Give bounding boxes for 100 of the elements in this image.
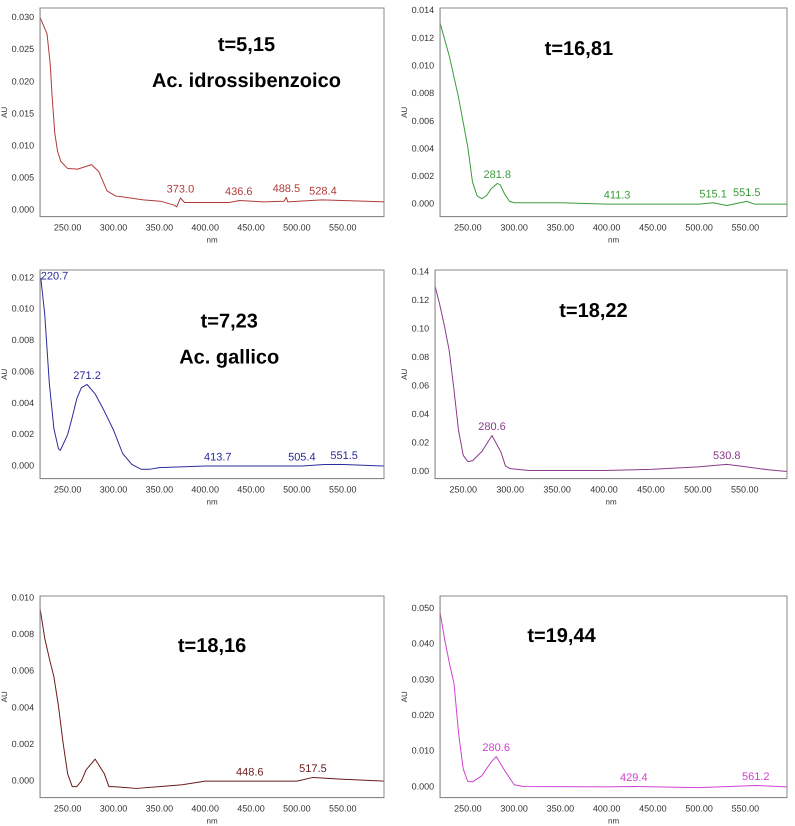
annotation: 429.4 [620, 772, 648, 784]
y-tick-label: 0.006 [12, 366, 34, 376]
x-tick-label: 450.00 [639, 222, 667, 232]
x-tick-label: 350.00 [546, 222, 574, 232]
y-tick-label: 0.14 [412, 266, 430, 277]
x-tick-label: 250.00 [454, 803, 482, 814]
x-tick-label: 350.00 [146, 222, 174, 232]
annotation: 528.4 [309, 185, 337, 198]
y-tick-label: 0.004 [12, 702, 34, 712]
annotation: 220.7 [40, 270, 68, 283]
y-tick-label: 0.00 [412, 466, 430, 476]
x-tick-label: 400.00 [592, 803, 620, 814]
x-tick-label: 550.00 [732, 222, 760, 232]
x-tick-label: 550.00 [731, 484, 759, 494]
annotation: 411.3 [604, 190, 630, 202]
y-axis-title: AU [0, 368, 10, 380]
y-axis-title: AU [400, 691, 410, 702]
x-tick-label: 350.00 [546, 803, 574, 814]
x-tick-label: 500.00 [283, 222, 311, 232]
annotation: 551.5 [732, 186, 761, 199]
y-tick-label: 0.000 [12, 776, 34, 786]
y-axis-title: AU [0, 691, 10, 702]
x-tick-label: 500.00 [283, 803, 311, 814]
y-tick-label: 0.020 [12, 76, 34, 86]
x-tick-label: 300.00 [500, 803, 528, 814]
y-tick-label: 0.004 [12, 398, 34, 408]
x-tick-label: 500.00 [685, 222, 713, 232]
annotation: 517.5 [299, 762, 327, 775]
x-tick-label: 350.00 [146, 803, 174, 814]
annotation: t=18,22 [559, 300, 628, 322]
x-tick-label: 300.00 [100, 222, 128, 232]
y-tick-label: 0.010 [12, 304, 34, 314]
x-tick-label: 500.00 [685, 803, 713, 814]
x-tick-label: 450.00 [237, 222, 265, 232]
y-tick-label: 0.06 [412, 380, 430, 391]
y-tick-label: 0.030 [12, 12, 34, 22]
annotation: 281.8 [484, 168, 512, 181]
x-tick-label: 250.00 [454, 222, 482, 232]
y-tick-label: 0.025 [12, 44, 34, 54]
x-tick-label: 450.00 [237, 484, 265, 494]
x-axis-title: nm [206, 816, 218, 826]
x-tick-label: 450.00 [637, 484, 665, 494]
x-tick-label: 400.00 [191, 222, 219, 232]
x-tick-label: 300.00 [100, 803, 128, 814]
x-tick-label: 300.00 [100, 484, 128, 494]
x-tick-label: 250.00 [54, 803, 82, 814]
y-tick-label: 0.012 [412, 32, 434, 43]
annotation: 280.6 [478, 420, 506, 433]
annotation: 505.4 [288, 452, 316, 464]
x-tick-label: 400.00 [191, 484, 219, 494]
annotation: t=19,44 [527, 624, 597, 647]
x-tick-label: 250.00 [450, 484, 478, 494]
y-tick-label: 0.000 [412, 198, 434, 209]
annotation: 436.6 [224, 186, 253, 198]
annotation: 530.8 [712, 450, 741, 462]
y-tick-label: 0.014 [412, 5, 434, 16]
y-tick-label: 0.010 [412, 746, 434, 756]
y-tick-label: 0.012 [12, 272, 34, 282]
y-tick-label: 0.006 [12, 666, 34, 676]
x-tick-label: 400.00 [592, 222, 620, 232]
y-axis-title: AU [400, 368, 410, 380]
annotation: Ac. gallico [179, 346, 280, 369]
x-tick-label: 350.00 [543, 484, 571, 494]
x-axis-title: nm [605, 497, 617, 506]
x-tick-label: 550.00 [328, 484, 356, 494]
annotation: 515.1 [699, 188, 727, 200]
y-tick-label: 0.005 [12, 172, 34, 183]
annotation: 413.7 [204, 452, 232, 464]
x-axis-title: nm [608, 816, 620, 826]
y-tick-label: 0.010 [12, 592, 34, 602]
x-tick-label: 550.00 [328, 803, 356, 814]
y-tick-label: 0.02 [412, 437, 430, 448]
y-tick-label: 0.010 [412, 60, 434, 71]
y-tick-label: 0.008 [12, 335, 34, 346]
y-axis-title: AU [400, 106, 410, 118]
y-axis-title: AU [0, 106, 10, 118]
y-tick-label: 0.008 [12, 628, 34, 639]
x-tick-label: 300.00 [496, 484, 524, 494]
y-tick-label: 0.000 [12, 460, 34, 471]
annotation: 488.5 [272, 182, 300, 195]
y-tick-label: 0.010 [12, 140, 34, 150]
annotation: t=5,15 [218, 34, 276, 56]
y-tick-label: 0.12 [412, 295, 430, 306]
x-tick-label: 300.00 [500, 222, 528, 232]
y-tick-label: 0.002 [412, 171, 434, 182]
annotation: Ac. idrossibenzoico [152, 70, 341, 92]
annotation: t=7,23 [200, 310, 258, 333]
annotation: 448.6 [236, 766, 264, 779]
y-tick-label: 0.040 [412, 638, 434, 649]
y-tick-label: 0.10 [412, 324, 430, 334]
y-tick-label: 0.000 [412, 781, 434, 792]
y-tick-label: 0.020 [412, 710, 434, 720]
y-tick-label: 0.030 [412, 674, 434, 684]
annotation: 271.2 [73, 370, 101, 382]
x-tick-label: 550.00 [328, 222, 356, 232]
x-tick-label: 250.00 [54, 222, 82, 232]
x-axis-title: nm [206, 497, 218, 506]
x-tick-label: 450.00 [639, 803, 667, 814]
y-tick-label: 0.050 [412, 602, 434, 613]
annotation: 373.0 [166, 184, 194, 196]
